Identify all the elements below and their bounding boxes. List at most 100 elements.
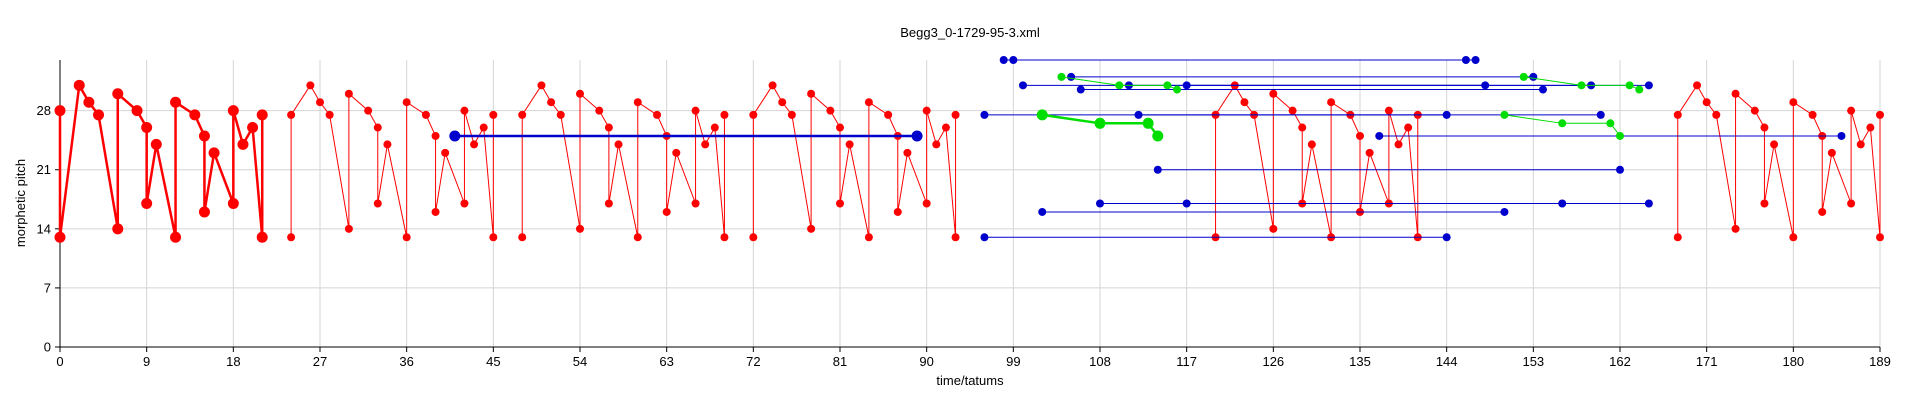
x-axis-label: time/tatums (936, 373, 1004, 388)
green-note-point (1558, 119, 1567, 128)
red-note-point (54, 231, 66, 243)
red-note-point (1269, 89, 1278, 98)
blue-note-point (911, 130, 923, 142)
blue-note-point (1616, 165, 1624, 174)
red-note-point (489, 110, 498, 119)
blue-note-point (1375, 131, 1384, 140)
red-note-point (807, 224, 816, 233)
red-note-point (710, 123, 719, 132)
red-note-point (1712, 110, 1721, 119)
green-series-line (1504, 114, 1621, 137)
red-note-point (170, 231, 182, 243)
red-note-point (1789, 233, 1798, 242)
green-note-point (1577, 81, 1586, 90)
green-note-point (1142, 117, 1154, 129)
red-note-point (1876, 233, 1884, 242)
red-note-point (1731, 224, 1740, 233)
y-tick-label: 7 (44, 280, 51, 295)
green-note-point (1163, 81, 1172, 90)
green-note-point (1616, 131, 1624, 140)
green-note-point (1606, 119, 1615, 128)
red-note-point (83, 96, 95, 108)
red-note-point (1808, 110, 1817, 119)
green-note-point (1635, 85, 1644, 94)
green-note-point (1173, 85, 1182, 94)
x-tick-label: 9 (143, 354, 150, 369)
red-note-point (256, 231, 268, 243)
blue-note-point (1038, 207, 1047, 216)
red-note-point (1269, 224, 1278, 233)
x-tick-label: 153 (1522, 354, 1544, 369)
red-note-point (662, 207, 671, 216)
blue-note-point (1076, 85, 1085, 94)
red-note-point (836, 123, 844, 132)
red-note-point (518, 233, 527, 242)
blue-note-point (1096, 199, 1104, 208)
red-note-point (1673, 110, 1682, 119)
x-tick-label: 99 (1006, 354, 1020, 369)
red-note-point (1856, 140, 1865, 149)
red-note-point (247, 122, 259, 134)
blue-note-point (1471, 56, 1480, 64)
red-note-point (1847, 106, 1856, 115)
blue-note-point (1644, 199, 1653, 208)
red-note-point (1866, 123, 1875, 132)
red-note-point (633, 98, 642, 107)
blue-series (449, 130, 923, 142)
y-tick-label: 28 (37, 103, 51, 118)
red-note-point (141, 122, 153, 134)
red-note-point (344, 89, 353, 98)
red-note-point (287, 233, 296, 242)
red-note-point (170, 96, 182, 108)
red-note-point (431, 131, 440, 140)
blue-series (980, 56, 1846, 242)
green-series-line (1523, 76, 1640, 91)
y-tick-label: 21 (37, 162, 51, 177)
red-note-point (287, 110, 296, 119)
red-note-point (189, 109, 201, 121)
red-note-point (93, 109, 105, 121)
red-note-point (1770, 140, 1779, 149)
y-axis-label: morphetic pitch (13, 159, 28, 247)
red-note-point (198, 206, 210, 218)
x-tick-label: 72 (746, 354, 760, 369)
blue-note-point (980, 233, 989, 242)
red-note-point (701, 140, 710, 149)
red-note-point (787, 110, 796, 119)
red-note-point (932, 140, 941, 149)
red-note-point (922, 199, 931, 208)
red-note-point (383, 140, 392, 149)
x-tick-label: 0 (56, 354, 63, 369)
x-tick-label: 135 (1349, 354, 1371, 369)
x-tick-label: 81 (833, 354, 847, 369)
green-series (1036, 109, 1164, 142)
red-note-point (691, 199, 700, 208)
x-tick-label: 126 (1262, 354, 1284, 369)
x-tick-label: 45 (486, 354, 500, 369)
red-note-point (1827, 148, 1836, 157)
red-note-point (141, 198, 153, 209)
red-note-point (431, 207, 440, 216)
red-note-point (576, 89, 584, 98)
x-tick-label: 162 (1609, 354, 1631, 369)
red-note-point (941, 123, 950, 132)
red-note-point (112, 223, 124, 235)
red-note-point (489, 233, 498, 242)
red-note-point (778, 98, 787, 107)
green-note-point (1036, 109, 1048, 121)
ticks: 0 9 18 27 36 45 54 63 72 81 90 99 108 117 126 135 144 153… (37, 103, 1891, 369)
x-tick-label: 171 (1696, 354, 1718, 369)
green-note-point (1094, 117, 1106, 129)
blue-note-point (1153, 165, 1162, 174)
red-note-point (614, 140, 623, 149)
red-note-point (227, 198, 239, 209)
red-note-point (470, 140, 479, 149)
blue-note-point (1018, 81, 1027, 90)
blue-note-point (999, 56, 1008, 64)
red-note-point (402, 233, 411, 242)
green-series (1057, 72, 1182, 94)
blue-note-point (1500, 207, 1509, 216)
red-note-point (1365, 148, 1374, 157)
green-series (1500, 110, 1624, 140)
